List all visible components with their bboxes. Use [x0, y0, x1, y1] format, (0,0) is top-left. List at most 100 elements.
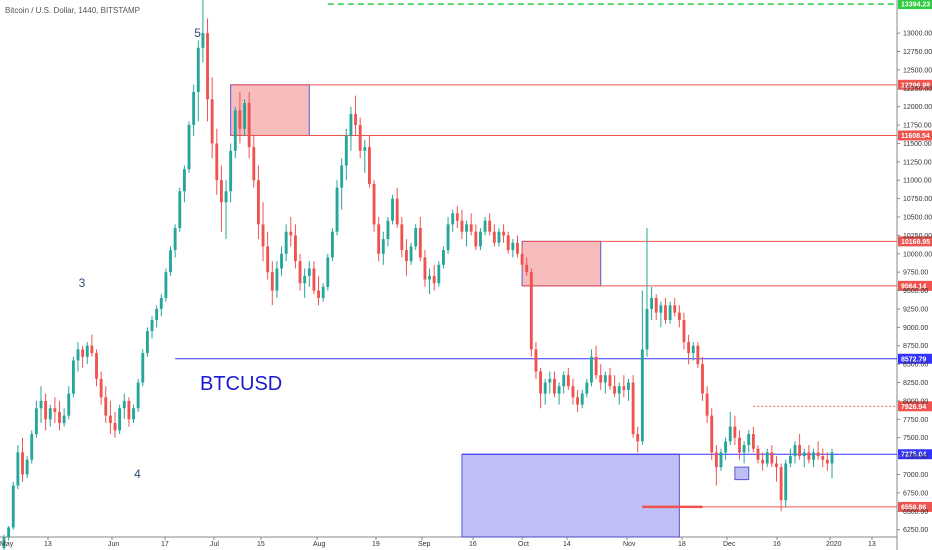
candle-body — [534, 349, 538, 372]
candle-body — [691, 345, 695, 354]
price-tick-label: 12000.00 — [903, 104, 932, 111]
price-level-badge-label: 13394.23 — [901, 2, 930, 9]
candle-body — [53, 408, 57, 412]
candle-body — [460, 220, 464, 232]
candle-body — [751, 434, 755, 449]
candle-body — [488, 220, 492, 232]
candle-body — [363, 147, 367, 151]
price-level-badge — [898, 280, 932, 291]
time-tick-label: 14 — [563, 541, 571, 548]
candle-body — [677, 312, 681, 320]
candle-body — [520, 253, 524, 265]
price-level-badge-label: 11608.54 — [901, 133, 930, 140]
price-level-badge-label: 7926.94 — [901, 404, 926, 411]
price-tick-label: 8750.00 — [903, 343, 928, 350]
candle-body — [585, 382, 589, 394]
price-tick-label: 11500.00 — [903, 141, 932, 148]
price-level-badge — [898, 130, 932, 141]
candle-body — [775, 463, 778, 468]
price-tick-label: 11250.00 — [903, 159, 932, 166]
demand-zone — [461, 453, 680, 538]
candle-body — [668, 305, 672, 320]
candle-body — [136, 382, 140, 409]
time-tick-label: Nov — [623, 541, 636, 548]
price-tick-label: 7750.00 — [903, 417, 928, 424]
candle-body — [710, 415, 714, 453]
candle-body — [243, 102, 246, 129]
time-tick-label: Sep — [418, 541, 431, 548]
candle-body — [506, 235, 510, 251]
wave-label-5: 5 — [194, 26, 201, 40]
candle-body — [229, 150, 233, 192]
candle-body — [307, 268, 311, 276]
candle-body — [724, 441, 728, 453]
time-tick-label: Dec — [723, 541, 736, 548]
price-tick-label: 9000.00 — [903, 325, 928, 332]
price-tick-label: 8250.00 — [903, 380, 928, 387]
price-tick-label: 8000.00 — [903, 398, 928, 405]
candle-body — [391, 198, 394, 221]
price-tick-label: 6500.00 — [903, 509, 928, 516]
candle-body — [233, 110, 237, 151]
candle-body — [437, 264, 441, 284]
annotations: 5 3 4 BTCUSD — [79, 26, 283, 481]
candle-body — [16, 452, 20, 486]
candle-body — [821, 456, 825, 460]
candle-body — [409, 246, 413, 262]
time-tick-label: Jul — [210, 541, 219, 548]
time-tick-label: 19 — [372, 541, 380, 548]
candle-body — [132, 408, 135, 420]
candle-body — [525, 264, 529, 273]
candle-body — [192, 91, 196, 126]
candle-body — [71, 360, 75, 394]
candle-body — [756, 448, 760, 460]
price-tick-label: 6750.00 — [903, 490, 928, 497]
price-level-badge-label: 10168.95 — [901, 239, 930, 246]
candle-body — [215, 143, 219, 181]
candle-body — [590, 356, 593, 383]
price-tick-label: 9250.00 — [903, 306, 928, 313]
price-tick-label: 7000.00 — [903, 472, 928, 479]
candle-body — [330, 231, 334, 258]
candle-body — [122, 400, 126, 409]
price-level-badge-label: 12296.98 — [901, 82, 930, 89]
candle-body — [90, 345, 94, 354]
candle-body — [150, 319, 154, 332]
candle-body — [169, 250, 172, 273]
candle-body — [326, 257, 330, 287]
price-level-badge — [898, 401, 932, 412]
candle-body — [483, 220, 487, 232]
time-tick-label: 17 — [161, 541, 169, 548]
candles — [2, 0, 834, 550]
time-axis[interactable]: May 13 Jun 17 Jul 15 Aug 19 Sep 16 Oct 14 Nov 18 Dec 16… — [0, 537, 876, 548]
candle-body — [247, 102, 251, 148]
candle-body — [761, 459, 765, 464]
candle-body — [682, 319, 686, 343]
price-axis[interactable]: 13000.00 12750.00 12500.00 12250.00 12000.00… — [897, 31, 932, 535]
candle-body — [219, 180, 223, 203]
time-tick-label: May — [0, 541, 14, 548]
candle-body — [557, 386, 561, 394]
price-tick-label: 7250.00 — [903, 454, 928, 461]
candle-body — [650, 297, 654, 309]
chart-title: Bitcoin / U.S. Dollar, 1440, BITSTAMP — [5, 6, 140, 15]
time-tick-label: 16 — [773, 541, 781, 548]
time-tick-label: 16 — [469, 541, 477, 548]
candle-body — [442, 250, 445, 265]
candle-body — [252, 147, 256, 181]
candle-body — [196, 47, 200, 92]
candle-body — [747, 434, 751, 446]
candle-body — [497, 231, 501, 243]
candle-body — [631, 382, 635, 435]
candle-body — [206, 33, 209, 100]
price-level-badge — [898, 449, 932, 460]
candle-body — [95, 353, 98, 379]
candle-body — [145, 331, 149, 354]
candle-body — [293, 235, 297, 262]
candle-body — [280, 253, 283, 269]
candle-body — [654, 297, 658, 313]
candle-body — [617, 386, 621, 394]
candle-body — [266, 246, 270, 273]
resistance-zone-october — [521, 240, 602, 287]
